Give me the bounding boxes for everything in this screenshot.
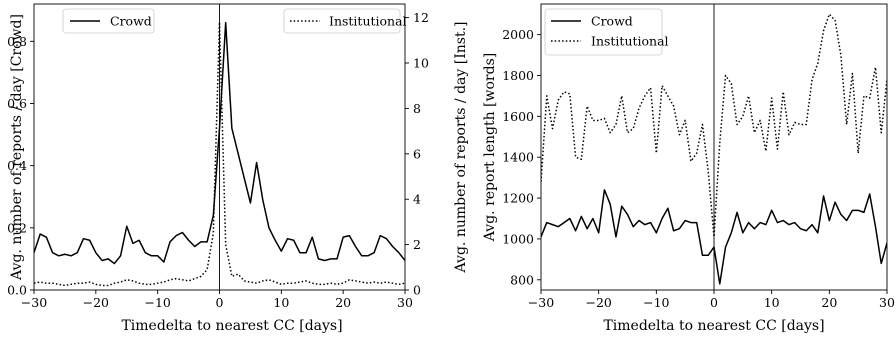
y-right-tick-label: 8 — [413, 101, 421, 116]
x-tick-label: 0 — [710, 295, 718, 310]
legend-institutional-left: Institutional — [283, 8, 407, 34]
legend-label-crowd: Crowd — [591, 14, 633, 29]
right-y-axis-label: Avg. report length [words] — [482, 53, 498, 242]
y-tick-label: 0.0 — [7, 283, 27, 298]
y-right-tick-label: 4 — [413, 192, 421, 207]
x-tick-label: −30 — [21, 295, 47, 310]
y-tick-label: 0.2 — [7, 220, 27, 235]
y-tick-label: 0.8 — [7, 34, 27, 49]
x-tick-label: −20 — [585, 295, 611, 310]
y-right-tick-label: 10 — [413, 56, 429, 71]
x-tick-label: 10 — [764, 295, 780, 310]
y-tick-label: 2000 — [502, 27, 534, 42]
x-tick-label: −20 — [83, 295, 109, 310]
right-y-ticks: 800 1000 1200 1400 1600 1800 2000 — [502, 27, 541, 287]
right-x-axis-label: Timedelta to nearest CC [days] — [603, 318, 824, 334]
x-tick-label: 30 — [397, 295, 413, 310]
y-tick-label: 1800 — [502, 68, 534, 83]
legend-label-crowd: Crowd — [110, 14, 152, 29]
left-x-ticks: −30 −20 −10 0 10 20 30 — [21, 290, 413, 310]
legend-box — [283, 8, 401, 34]
legend-label-institutional: Institutional — [329, 14, 407, 29]
legend-label-institutional: Institutional — [591, 34, 669, 49]
y-tick-label: 1000 — [502, 231, 534, 246]
left-y-right-ticks: 0 2 4 6 8 10 12 — [405, 10, 429, 298]
left-y-right-axis-label: Avg. number of reports / day [Inst.] — [453, 22, 469, 274]
y-right-tick-label: 0 — [413, 283, 421, 298]
x-tick-label: 10 — [273, 295, 289, 310]
x-tick-label: −30 — [528, 295, 554, 310]
y-right-tick-label: 6 — [413, 146, 421, 161]
right-x-ticks: −30 −20 −10 0 10 20 30 — [528, 290, 895, 310]
y-tick-label: 0.4 — [7, 158, 27, 173]
x-tick-label: −10 — [643, 295, 669, 310]
x-tick-label: −10 — [144, 295, 170, 310]
y-right-tick-label: 12 — [413, 10, 429, 25]
legend-box — [62, 8, 155, 34]
legend-right: Crowd Institutional — [544, 8, 669, 56]
y-tick-label: 0.6 — [7, 96, 27, 111]
x-tick-label: 0 — [216, 295, 224, 310]
y-tick-label: 1600 — [502, 109, 534, 124]
y-right-tick-label: 2 — [413, 237, 421, 252]
right-chart: −30 −20 −10 0 10 20 30 800 1000 1200 1400 1600 1800… — [482, 3, 895, 334]
x-tick-label: 20 — [335, 295, 351, 310]
left-x-axis-label: Timedelta to nearest CC [days] — [121, 318, 342, 334]
left-y-axis-label: Avg. number of reports / day [Crowd] — [9, 14, 25, 281]
y-tick-label: 800 — [510, 272, 534, 287]
x-tick-label: 20 — [821, 295, 837, 310]
left-y-ticks: 0.0 0.2 0.4 0.6 0.8 — [7, 34, 34, 298]
left-chart: −30 −20 −10 0 10 20 30 0.0 0.2 0.4 0.6 0.8 0 2 4 6 8 10… — [7, 3, 469, 334]
y-tick-label: 1200 — [502, 191, 534, 206]
series-line-institutional — [34, 21, 405, 287]
y-tick-label: 1400 — [502, 150, 534, 165]
x-tick-label: 30 — [879, 295, 895, 310]
legend-crowd-left: Crowd — [62, 8, 155, 34]
